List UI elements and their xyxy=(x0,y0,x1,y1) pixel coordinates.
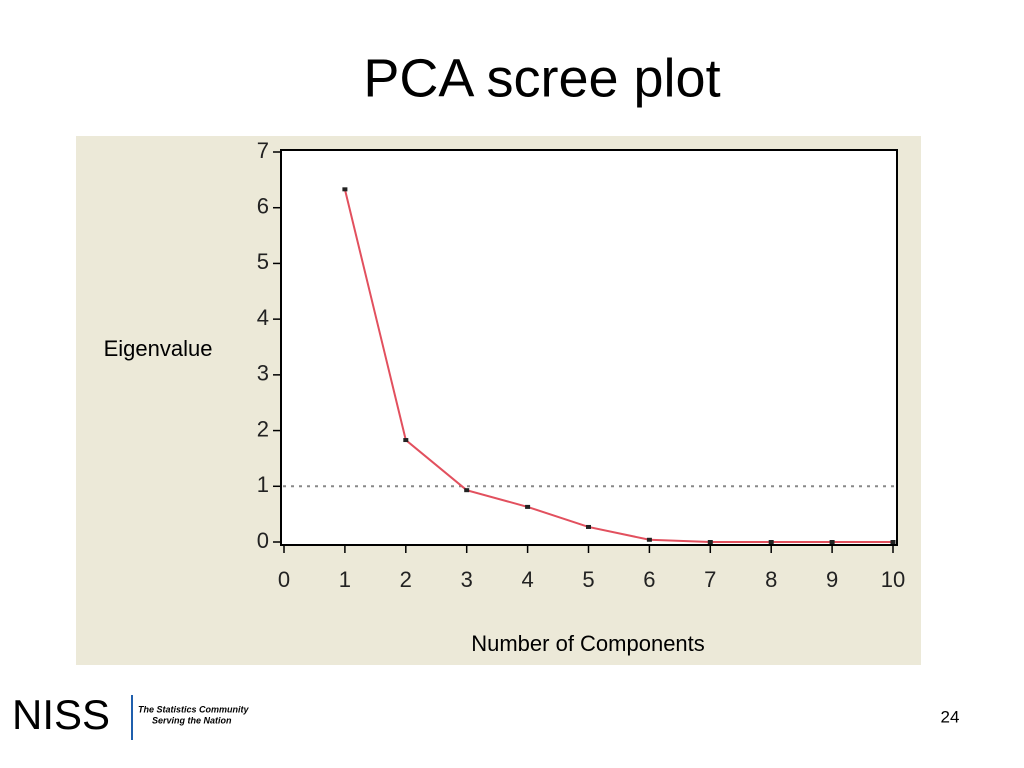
x-tick-label: 2 xyxy=(400,567,412,592)
point xyxy=(342,187,348,192)
x-tick-label: 3 xyxy=(461,567,473,592)
y-tick-label: 2 xyxy=(257,416,269,441)
point xyxy=(829,540,835,544)
x-tick-label: 10 xyxy=(881,567,905,592)
point xyxy=(586,524,591,529)
y-tick-label: 6 xyxy=(257,194,269,219)
y-tick-label: 3 xyxy=(257,361,269,386)
point xyxy=(646,537,652,542)
y-tick-label: 7 xyxy=(257,138,269,163)
point xyxy=(525,504,531,509)
x-tick-label: 7 xyxy=(704,567,716,592)
x-tick-label: 5 xyxy=(582,567,594,592)
point xyxy=(707,540,713,544)
x-tick-label: 6 xyxy=(643,567,655,592)
x-tick-label: 4 xyxy=(521,567,533,592)
x-axis-label: Number of Components xyxy=(471,631,705,656)
x-tick-label: 8 xyxy=(765,567,777,592)
y-tick-label: 1 xyxy=(257,472,269,497)
series-line xyxy=(343,189,893,543)
tagline: The Statistics Community xyxy=(138,704,250,714)
y-tick-label: 5 xyxy=(257,249,269,274)
x-tick-label: 0 xyxy=(278,567,290,592)
x-tick-label: 9 xyxy=(826,567,838,592)
slide-title: PCA scree plot xyxy=(363,48,720,108)
point xyxy=(464,488,470,493)
y-tick-label: 0 xyxy=(257,528,269,553)
x-tick-label: 1 xyxy=(339,567,351,592)
y-tick-label: 4 xyxy=(257,305,269,330)
point xyxy=(403,438,409,443)
tagline: Serving the Nation xyxy=(152,715,232,725)
point xyxy=(890,540,896,544)
logo: NISS xyxy=(12,691,110,738)
point xyxy=(768,540,774,544)
y-axis-label: Eigenvalue xyxy=(104,336,213,361)
page-number: 24 xyxy=(941,707,960,726)
